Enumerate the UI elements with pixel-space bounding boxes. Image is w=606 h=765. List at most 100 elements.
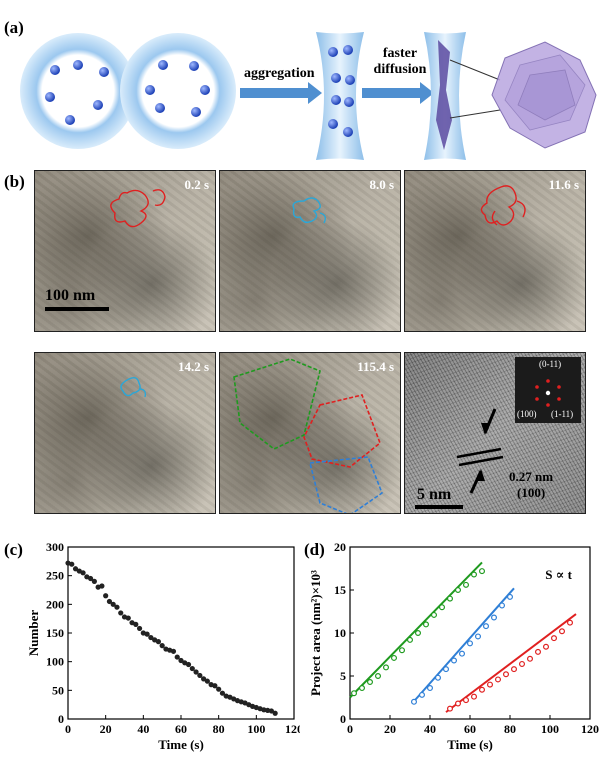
time-label: 0.2 s <box>184 177 209 192</box>
data-point-series-0 <box>366 679 373 686</box>
data-point-series-2 <box>487 681 494 688</box>
schematic-diagram <box>20 32 597 160</box>
data-point <box>189 665 195 672</box>
data-point-series-1 <box>434 674 441 681</box>
x-tick-label: 80 <box>213 722 225 736</box>
data-point <box>268 708 274 714</box>
y-tick-label: 50 <box>52 683 64 697</box>
y-tick-label: 150 <box>46 626 64 640</box>
data-point <box>118 610 124 616</box>
data-point <box>272 710 278 716</box>
sheet-cross-section <box>436 40 452 150</box>
hrtem-scale-bar <box>415 505 463 509</box>
data-point-series-0 <box>471 571 478 578</box>
number-vs-time-chart: 0 20 40 60 80 100 120 0 50 100 150 200 250 300 Time (s… <box>26 540 300 752</box>
x-tick-label: 120 <box>581 722 599 736</box>
data-point-series-2 <box>559 628 566 635</box>
time-label: 8.0 s <box>369 177 394 192</box>
arrow2-label-line2: diffusion <box>373 62 427 77</box>
fft-spots <box>535 379 561 407</box>
data-point-series-1 <box>483 623 490 630</box>
data-point <box>174 654 180 660</box>
data-point-series-1 <box>443 666 450 673</box>
data-point-series-1 <box>475 633 482 640</box>
area-vs-time-chart: 0 20 40 60 80 100 120 0 5 10 15 20 Time (s) Project a… <box>310 540 599 752</box>
y-tick-label: 250 <box>46 569 64 583</box>
data-point-series-0 <box>406 636 413 643</box>
fft-label-right: (1-11) <box>551 409 574 419</box>
data-point-series-2 <box>535 648 542 655</box>
y-tick-label: 0 <box>58 712 64 726</box>
x-axis-label: Time (s) <box>447 737 493 752</box>
time-label: 11.6 s <box>548 177 579 192</box>
y-axis-label: Project area (nm²)×10³ <box>310 570 323 696</box>
nanoparticles-ring-2 <box>145 60 210 117</box>
scale-bar <box>45 307 109 311</box>
sheet-outlines <box>233 358 383 513</box>
tem-frame-4: 14.2 s <box>34 352 216 514</box>
nanosheet-polyhedron <box>491 41 597 149</box>
arrow2-label-line1: faster <box>382 46 418 61</box>
hrtem-image: (0-11) (100) (1-11) 0.27 nm (100) 5 nm <box>404 352 586 514</box>
data-point-series-0 <box>447 595 454 602</box>
data-point-series-2 <box>495 676 502 683</box>
data-point <box>212 683 218 689</box>
y-tick-label: 300 <box>46 540 64 554</box>
plane-label: (100) <box>517 485 546 500</box>
y-tick-label: 100 <box>46 655 64 669</box>
data-point-series-0 <box>398 647 405 654</box>
panel-label-d: (d) <box>304 540 325 559</box>
data-point-series-0 <box>463 581 470 588</box>
y-tick-label: 10 <box>334 626 346 640</box>
y-axis-label: Number <box>26 610 41 656</box>
data-point <box>178 657 184 664</box>
data-point <box>125 615 131 621</box>
data-point-series-0 <box>358 685 365 692</box>
y-tick-label: 0 <box>340 712 346 726</box>
data-point-series-2 <box>463 697 470 704</box>
data-point <box>219 690 226 696</box>
data-point <box>72 566 79 572</box>
arrow1-label: aggregation <box>244 66 315 81</box>
data-point-series-2 <box>455 700 462 707</box>
data-point-series-2 <box>527 655 534 662</box>
arrow2-label: faster diffusion <box>372 46 428 78</box>
tem-frame-5: 115.4 s <box>219 352 401 514</box>
x-axis-label: Time (s) <box>158 737 204 752</box>
data-point-series-0 <box>455 586 462 593</box>
tem-frame-3: 11.6 s <box>404 170 586 332</box>
data-point-series-1 <box>491 614 498 621</box>
scale-bar-label: 100 nm <box>45 287 96 304</box>
sheet-outline-blue <box>309 456 383 513</box>
particle-outline-red <box>110 189 166 228</box>
panel-label-c: (c) <box>4 540 23 559</box>
data-point <box>170 648 177 654</box>
data-point-series-0 <box>382 664 389 671</box>
data-point <box>159 643 165 649</box>
data-point <box>80 570 86 576</box>
x-tick-label: 60 <box>464 722 476 736</box>
neck-structure <box>316 32 364 160</box>
data-point-series-2 <box>519 660 526 667</box>
sheet-outline-red <box>303 394 381 468</box>
panel-label-a: (a) <box>4 18 24 37</box>
x-tick-label: 20 <box>100 722 112 736</box>
y-tick-label: 200 <box>46 597 64 611</box>
fft-label-top: (0-11) <box>539 359 562 369</box>
fft-label-left: (100) <box>517 409 537 419</box>
particle-outline-cyan-2 <box>120 376 147 398</box>
nanoparticles-neck <box>328 45 355 137</box>
data-point-series-2 <box>511 666 518 673</box>
arrow-diffusion <box>362 82 434 104</box>
particle-outline-cyan <box>292 197 327 224</box>
time-label: 115.4 s <box>357 359 394 374</box>
data-point <box>193 669 199 675</box>
data-point-series-0 <box>390 654 397 661</box>
data-point <box>185 661 192 668</box>
data-point-series-2 <box>479 686 486 693</box>
data-point-series-1 <box>459 650 466 657</box>
data-point-series-2 <box>567 619 574 626</box>
data-point-series-1 <box>418 691 425 698</box>
data-point-series-2 <box>551 635 558 642</box>
data-point <box>99 583 105 589</box>
